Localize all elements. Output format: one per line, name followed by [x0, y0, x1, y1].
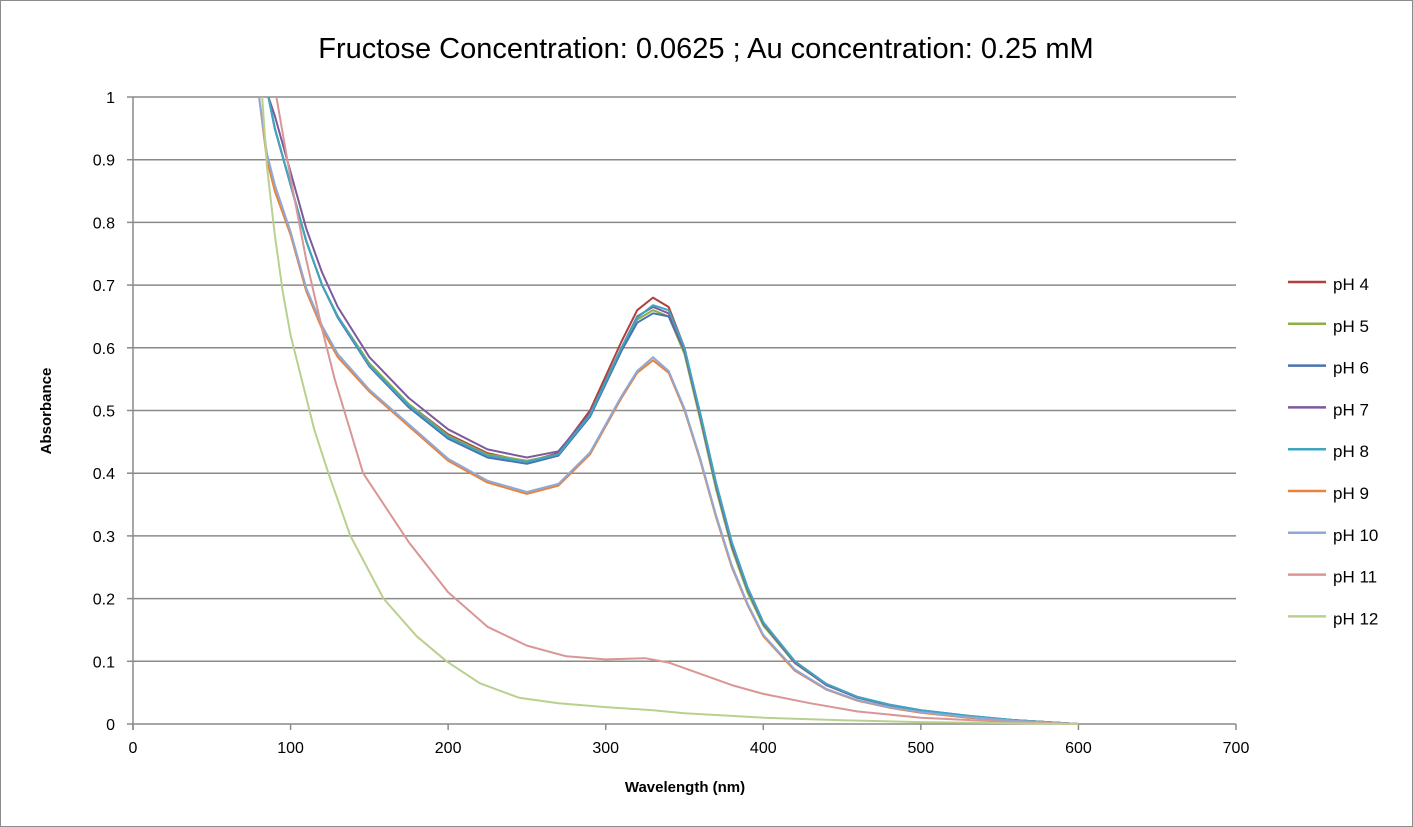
y-tick-label: 0.8 — [93, 215, 115, 232]
series-line-ph-10 — [258, 97, 1079, 725]
legend-item: pH 8 — [1288, 442, 1369, 461]
series-line-ph-8 — [267, 97, 1079, 725]
x-tick-label: 300 — [592, 740, 619, 757]
x-tick-label: 700 — [1223, 740, 1250, 757]
y-tick-label: 1 — [106, 90, 115, 107]
x-tick-label: 600 — [1065, 740, 1092, 757]
series-lines — [258, 97, 1079, 725]
legend-item: pH 10 — [1288, 526, 1378, 545]
legend-label: pH 7 — [1333, 400, 1369, 419]
legend-label: pH 11 — [1333, 568, 1377, 587]
y-tick-label: 0.1 — [93, 654, 115, 671]
legend-item: pH 6 — [1288, 359, 1369, 378]
legend: pH 4 pH 5 pH 6 pH 7 pH 8 pH 9 pH 10 pH 11 pH 12 — [1288, 275, 1378, 628]
y-tick-label: 0 — [106, 717, 115, 734]
legend-label: pH 4 — [1333, 275, 1369, 294]
y-tick-label: 0.9 — [93, 153, 115, 170]
y-tick-label: 0.2 — [93, 592, 115, 609]
legend-label: pH 5 — [1333, 317, 1369, 336]
legend-item: pH 9 — [1288, 484, 1369, 503]
x-tick-label: 400 — [750, 740, 777, 757]
legend-label: pH 9 — [1333, 484, 1369, 503]
series-line-ph-12 — [261, 97, 1079, 725]
legend-item: pH 7 — [1288, 400, 1369, 419]
x-tick-label: 200 — [435, 740, 462, 757]
legend-item: pH 12 — [1288, 609, 1378, 628]
x-tick-label: 100 — [277, 740, 304, 757]
legend-label: pH 12 — [1333, 609, 1378, 628]
x-axis-label: Wavelength (nm) — [625, 779, 745, 796]
series-line-ph-11 — [275, 97, 1079, 725]
legend-label: pH 6 — [1333, 359, 1369, 378]
y-tick-label: 0.7 — [93, 278, 115, 295]
x-tick-label: 0 — [129, 740, 138, 757]
y-tick-labels: 0 0.1 0.2 0.3 0.4 0.5 0.6 0.7 0.8 0.9 1 — [93, 90, 115, 734]
y-tick-label: 0.6 — [93, 341, 115, 358]
legend-label: pH 8 — [1333, 442, 1369, 461]
y-tick-label: 0.5 — [93, 404, 115, 421]
y-axis-label: Absorbance — [38, 368, 55, 455]
x-tick-labels: 0 100 200 300 400 500 600 700 — [129, 740, 1250, 757]
chart-title: Fructose Concentration: 0.0625 ; Au conc… — [318, 33, 1093, 65]
legend-item: pH 4 — [1288, 275, 1369, 294]
legend-item: pH 5 — [1288, 317, 1369, 336]
y-tick-label: 0.4 — [93, 466, 115, 483]
x-tick-label: 500 — [908, 740, 935, 757]
y-tick-label: 0.3 — [93, 529, 115, 546]
legend-item: pH 11 — [1288, 568, 1377, 587]
legend-label: pH 10 — [1333, 526, 1378, 545]
